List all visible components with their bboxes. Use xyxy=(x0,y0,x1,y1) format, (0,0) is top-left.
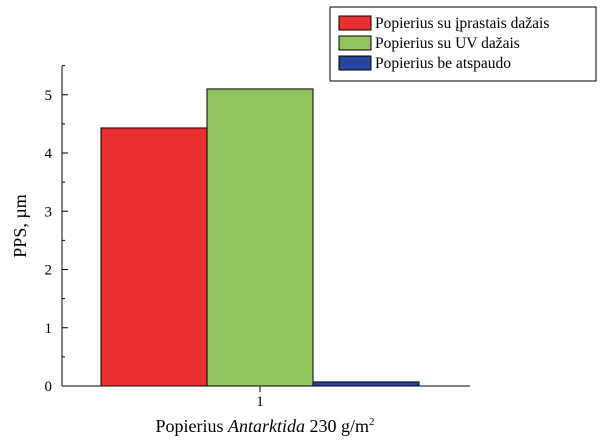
bars-group xyxy=(100,88,420,387)
bar-2 xyxy=(206,88,314,387)
axes-group xyxy=(61,66,470,387)
legend-items: Popierius su įprastais dažais Popierius s… xyxy=(338,15,549,72)
legend-label-2: Popierius su UV dažais xyxy=(375,35,520,52)
legend-label-3: Popierius be atspaudo xyxy=(375,55,511,72)
y-ticks-group: 0 1 2 3 4 5 xyxy=(45,65,68,395)
bar-1 xyxy=(100,127,208,387)
y-tick-label: 0 xyxy=(45,379,53,395)
y-tick-label: 3 xyxy=(45,204,53,220)
x-axis-title-superscript: 2 xyxy=(369,416,375,428)
y-tick-label: 2 xyxy=(45,263,53,279)
legend-box xyxy=(329,6,597,82)
y-tick-label: 5 xyxy=(45,88,53,104)
legend-swatch-3 xyxy=(338,55,372,71)
bar-3 xyxy=(312,381,420,387)
legend-swatch-1 xyxy=(338,15,372,31)
y-tick-label: 1 xyxy=(45,321,53,337)
y-tick-label: 4 xyxy=(45,146,53,162)
x-axis-title-italic: Antarktida xyxy=(227,416,305,436)
legend-label-1: Popierius su įprastais dažais xyxy=(375,15,549,32)
x-ticks-group: 1 xyxy=(256,386,264,410)
x-axis-title-suffix: 230 g/m xyxy=(305,416,369,436)
legend: Popierius su įprastais dažais Popierius s… xyxy=(329,6,597,82)
x-axis-title: Popierius Antarktida 230 g/m2 xyxy=(155,416,374,436)
x-tick-label: 1 xyxy=(256,394,264,410)
y-axis-title: PPS, µm xyxy=(10,194,30,257)
legend-swatch-2 xyxy=(338,35,372,51)
x-axis-title-prefix: Popierius xyxy=(155,416,228,436)
